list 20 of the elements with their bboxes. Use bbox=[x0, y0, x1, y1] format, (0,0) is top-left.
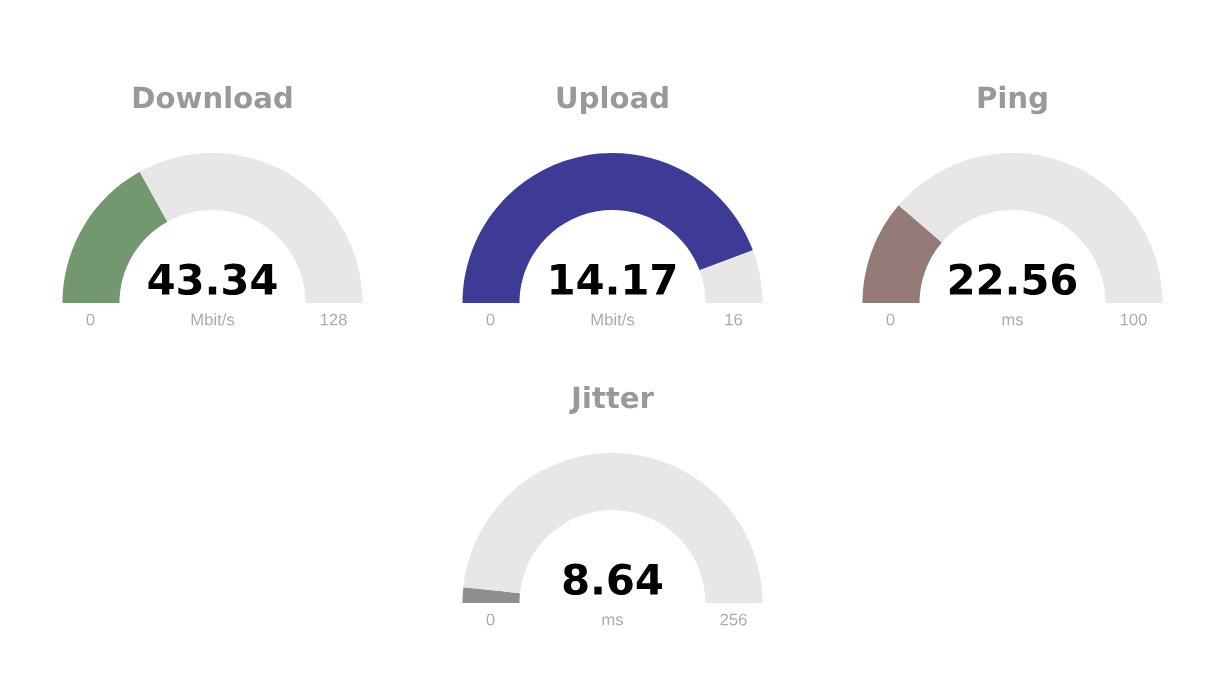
text: 0 bbox=[486, 613, 495, 626]
text: 0 bbox=[86, 313, 95, 326]
chart-title: Download bbox=[133, 85, 292, 109]
text: 8.64 bbox=[563, 563, 662, 596]
text: 256 bbox=[720, 613, 747, 626]
chart-title: Jitter bbox=[569, 385, 654, 414]
text: 43.34 bbox=[148, 263, 277, 296]
text: 0 bbox=[486, 313, 495, 326]
text: Mbit/s bbox=[591, 313, 635, 326]
text: 128 bbox=[320, 313, 347, 326]
text: Mbit/s bbox=[191, 313, 235, 326]
text: 14.17 bbox=[551, 264, 676, 295]
text: ms bbox=[602, 616, 624, 626]
text: 16 bbox=[725, 313, 743, 326]
text: 0 bbox=[886, 313, 895, 326]
chart-title: Ping bbox=[978, 85, 1047, 115]
text: 100 bbox=[1120, 313, 1147, 326]
text: 22.56 bbox=[949, 263, 1077, 296]
chart-title: Upload bbox=[557, 85, 668, 115]
text: ms bbox=[1002, 316, 1024, 326]
